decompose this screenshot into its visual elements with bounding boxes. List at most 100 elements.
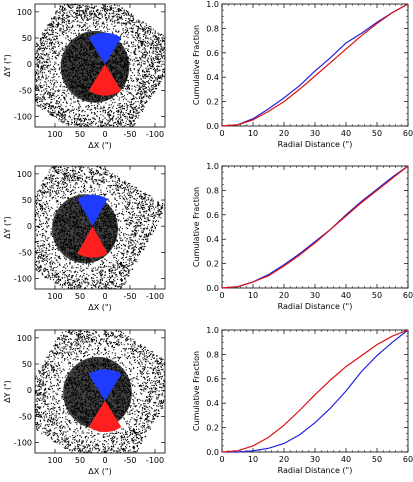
x-tick-label: 30 — [310, 129, 320, 138]
x-tick-label: 40 — [341, 291, 351, 300]
y-tick-label: 0.0 — [206, 448, 219, 457]
wedge-red — [77, 226, 108, 258]
cumulative-line-blue — [221, 165, 409, 289]
scatter-frame — [34, 3, 166, 128]
x-tick-label: 30 — [310, 455, 320, 464]
scatter-panel: 100 50 0 -50 -100 -100 -50 0 50 100 ΔX (") ΔY (") — [3, 165, 166, 312]
wedge-blue — [77, 194, 108, 227]
y-tick-label: 0.0 — [206, 122, 219, 131]
y-tick-label: 0.4 — [206, 73, 219, 82]
x-tick-label: 40 — [341, 455, 351, 464]
cumulative-line-blue — [222, 329, 409, 453]
x-tick-label: 10 — [248, 291, 258, 300]
x-tick-label: 40 — [341, 129, 351, 138]
y-axis-label: Cumulative Fraction — [192, 187, 201, 267]
y-tick-label: 1.0 — [206, 326, 219, 335]
x-tick-label: 0 — [219, 129, 224, 138]
x-tick-label: 10 — [248, 455, 258, 464]
y-tick-label: -100 — [14, 275, 32, 284]
x-tick-label: 100 — [47, 456, 62, 465]
x-tick-label: 20 — [279, 291, 289, 300]
x-tick-label: 60 — [403, 129, 413, 138]
cumulative-panel: 0 10 20 30 40 50 60 0.0 0.2 0.4 0.6 0.8 1.0 Radial Di… — [192, 326, 413, 475]
x-tick-label: -100 — [146, 456, 164, 465]
y-tick-label: 1.0 — [206, 0, 219, 9]
x-tick-label: 20 — [279, 455, 289, 464]
x-axis-label: ΔX (") — [88, 303, 111, 312]
y-tick-label: 0.2 — [206, 260, 219, 269]
scatter-panel: 100 50 0 -50 -100 -100 -50 0 50 100 ΔX (") ΔY (") — [3, 329, 166, 476]
scatter-panel: 100 50 0 -50 -100 -100 -50 0 50 100 ΔX (") ΔY (") — [3, 3, 166, 150]
x-tick-label: 0 — [102, 292, 107, 301]
wedge-red — [88, 64, 122, 96]
x-axis-label: Radial Distance (") — [278, 140, 353, 149]
star-points — [35, 4, 165, 127]
y-tick-label: 0.4 — [206, 235, 219, 244]
star-field — [35, 330, 165, 453]
y-tick-label: -100 — [14, 113, 32, 122]
y-axis-label: Cumulative Fraction — [192, 351, 201, 431]
y-tick-label: 50 — [22, 34, 32, 43]
x-tick-label: 50 — [372, 455, 382, 464]
x-tick-label: -50 — [123, 130, 136, 139]
y-tick-label: 50 — [22, 360, 32, 369]
wedge-blue — [88, 369, 122, 401]
wedge-blue — [88, 32, 122, 65]
cumulative-frame — [221, 165, 409, 289]
x-tick-label: 50 — [372, 291, 382, 300]
y-tick-label: -50 — [19, 248, 32, 257]
x-axis-label: Radial Distance (") — [278, 302, 353, 311]
cumulative-panel: 0 10 20 30 40 50 60 0.0 0.2 0.4 0.6 0.8 1.0 Radial Di… — [192, 162, 413, 311]
x-tick-label: 50 — [372, 129, 382, 138]
x-tick-label: 0 — [219, 455, 224, 464]
cumulative-line-red — [221, 329, 409, 453]
y-axis-label: ΔY (") — [3, 54, 12, 77]
x-axis-label: ΔX (") — [88, 141, 111, 150]
y-tick-label: 0.0 — [206, 284, 219, 293]
y-tick-label: 1.0 — [206, 162, 219, 171]
y-axis-label: Cumulative Fraction — [192, 25, 201, 105]
y-tick-label: 0.8 — [206, 350, 219, 359]
cumulative-panel: 0 10 20 30 40 50 60 0.0 0.2 0.4 0.6 0.8 1.0 Radial Di… — [192, 0, 413, 149]
cumulative-line-blue — [221, 3, 409, 127]
x-tick-label: 30 — [310, 291, 320, 300]
y-tick-label: 0.8 — [206, 24, 219, 33]
wedge-red — [88, 400, 122, 433]
y-axis-label: ΔY (") — [3, 380, 12, 403]
x-tick-label: 50 — [75, 456, 85, 465]
cumulative-line-red — [221, 165, 409, 289]
x-tick-label: 0 — [102, 456, 107, 465]
y-tick-label: 100 — [17, 170, 32, 179]
x-tick-label: 10 — [248, 129, 258, 138]
x-axis-label: Radial Distance (") — [278, 466, 353, 475]
cumulative-frame — [221, 3, 409, 127]
x-tick-label: -100 — [146, 292, 164, 301]
x-tick-label: -50 — [123, 292, 136, 301]
y-axis-label: ΔY (") — [3, 216, 12, 239]
y-tick-label: -50 — [19, 412, 32, 421]
x-tick-label: -100 — [146, 130, 164, 139]
x-tick-label: 50 — [75, 292, 85, 301]
y-tick-label: 50 — [22, 196, 32, 205]
y-tick-label: 100 — [17, 334, 32, 343]
y-tick-label: 0.8 — [206, 186, 219, 195]
x-tick-label: 100 — [47, 130, 62, 139]
x-tick-label: 0 — [219, 291, 224, 300]
y-tick-label: 0 — [27, 60, 32, 69]
y-tick-label: 0 — [27, 222, 32, 231]
y-tick-label: 0.2 — [206, 98, 219, 107]
x-axis-label: ΔX (") — [88, 467, 111, 476]
y-tick-label: 0.6 — [206, 375, 219, 384]
x-tick-label: -50 — [123, 456, 136, 465]
y-tick-label: 0.6 — [206, 211, 219, 220]
star-field — [35, 4, 165, 127]
cumulative-line-red — [221, 3, 409, 127]
y-tick-label: -50 — [19, 86, 32, 95]
y-tick-label: 0 — [27, 386, 32, 395]
y-tick-label: 0.4 — [206, 399, 219, 408]
x-tick-label: 20 — [279, 129, 289, 138]
y-tick-label: 0.2 — [206, 424, 219, 433]
x-tick-label: 60 — [403, 455, 413, 464]
scatter-frame — [34, 165, 166, 290]
